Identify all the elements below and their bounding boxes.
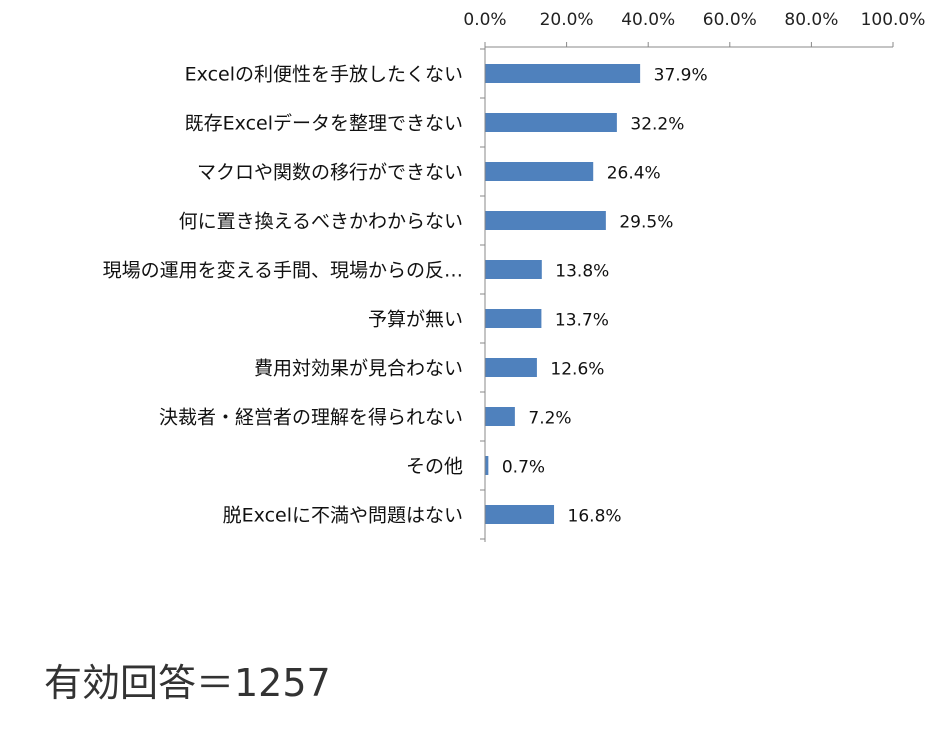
bar	[485, 407, 515, 426]
bar	[485, 113, 617, 132]
x-tick-label: 0.0%	[463, 10, 506, 30]
category-label: 既存Excelデータを整理できない	[185, 113, 463, 135]
x-tick-label: 100.0%	[861, 10, 926, 30]
response-count-note: 有効回答＝1257	[44, 661, 331, 705]
category-label: その他	[406, 456, 463, 478]
x-tick-label: 40.0%	[621, 10, 675, 30]
category-label: 予算が無い	[368, 309, 463, 331]
x-tick-label: 20.0%	[540, 10, 594, 30]
bar	[485, 64, 641, 83]
bar	[485, 456, 489, 475]
bars	[485, 64, 641, 524]
bar	[485, 309, 542, 328]
data-label: 12.6%	[550, 360, 604, 380]
data-label: 32.2%	[630, 115, 684, 135]
category-label: 費用対効果が見合わない	[254, 358, 463, 380]
data-label: 13.7%	[555, 311, 609, 331]
category-labels: Excelの利便性を手放したくない既存Excelデータを整理できないマクロや関数…	[103, 64, 463, 527]
data-label: 0.7%	[502, 458, 545, 478]
bar	[485, 505, 555, 524]
data-label: 29.5%	[619, 213, 673, 233]
category-label: 決裁者・経営者の理解を得られない	[159, 407, 463, 429]
bar	[485, 211, 606, 230]
bar	[485, 162, 594, 181]
data-label: 37.9%	[654, 66, 708, 86]
bar-chart: 0.0% 20.0% 40.0% 60.0% 80.0% 100.0% Excelの利便性…	[103, 10, 926, 542]
data-label: 13.8%	[555, 262, 609, 282]
category-label: 脱Excelに不満や問題はない	[223, 505, 463, 527]
data-label: 16.8%	[568, 507, 622, 527]
bar	[485, 260, 542, 279]
category-label: 何に置き換えるべきかわからない	[179, 211, 463, 233]
category-label: 現場の運用を変える手間、現場からの反…	[103, 260, 463, 282]
x-tick-label: 60.0%	[703, 10, 757, 30]
data-label: 7.2%	[528, 409, 571, 429]
data-label: 26.4%	[607, 164, 661, 184]
bar	[485, 358, 537, 377]
category-label: Excelの利便性を手放したくない	[185, 64, 463, 86]
x-axis-ticks: 0.0% 20.0% 40.0% 60.0% 80.0% 100.0%	[463, 10, 926, 540]
data-labels: 37.9% 32.2% 26.4% 29.5% 13.8% 13.7% 12.6% 7.2% 0…	[502, 66, 708, 527]
category-label: マクロや関数の移行ができない	[197, 162, 463, 184]
x-tick-label: 80.0%	[784, 10, 838, 30]
